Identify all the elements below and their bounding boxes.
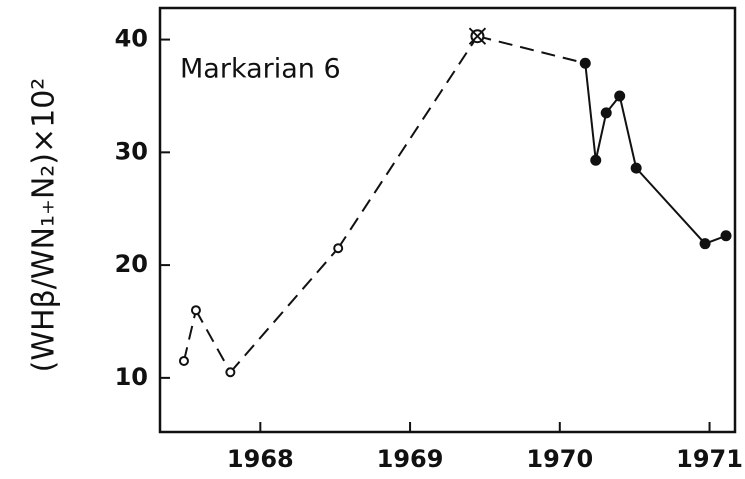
data-point xyxy=(225,367,236,378)
data-point xyxy=(720,230,732,242)
data-point xyxy=(614,90,626,102)
x-tick-label: 1968 xyxy=(227,445,294,473)
data-point xyxy=(333,243,344,254)
y-tick-label: 40 xyxy=(115,25,148,53)
y-axis-label: (WHβ/WN₁₊N₂)×10² xyxy=(27,78,62,373)
line-segment xyxy=(635,167,706,245)
line-segment xyxy=(618,95,638,169)
plot-frame xyxy=(158,6,737,434)
data-point xyxy=(178,355,189,366)
y-tick-label: 30 xyxy=(115,137,148,165)
data-point xyxy=(590,154,602,166)
line-segment xyxy=(182,309,197,362)
x-tick-label: 1969 xyxy=(377,445,444,473)
line-segment xyxy=(337,35,479,249)
data-point xyxy=(699,238,711,250)
data-point xyxy=(600,107,612,119)
data-point xyxy=(630,162,642,174)
x-tick-label: 1970 xyxy=(526,445,593,473)
line-segment xyxy=(195,309,232,373)
point-cross xyxy=(468,27,487,45)
y-tick-label: 10 xyxy=(115,363,148,391)
x-tick-label: 1971 xyxy=(676,445,743,473)
annotation: Markarian 6 xyxy=(180,54,341,85)
data-point xyxy=(190,305,201,316)
line-segment xyxy=(584,63,597,161)
line-segment xyxy=(594,112,608,161)
line-segment xyxy=(477,35,586,65)
data-point xyxy=(579,57,591,69)
y-tick-label: 20 xyxy=(115,250,148,278)
line-segment xyxy=(229,247,339,373)
